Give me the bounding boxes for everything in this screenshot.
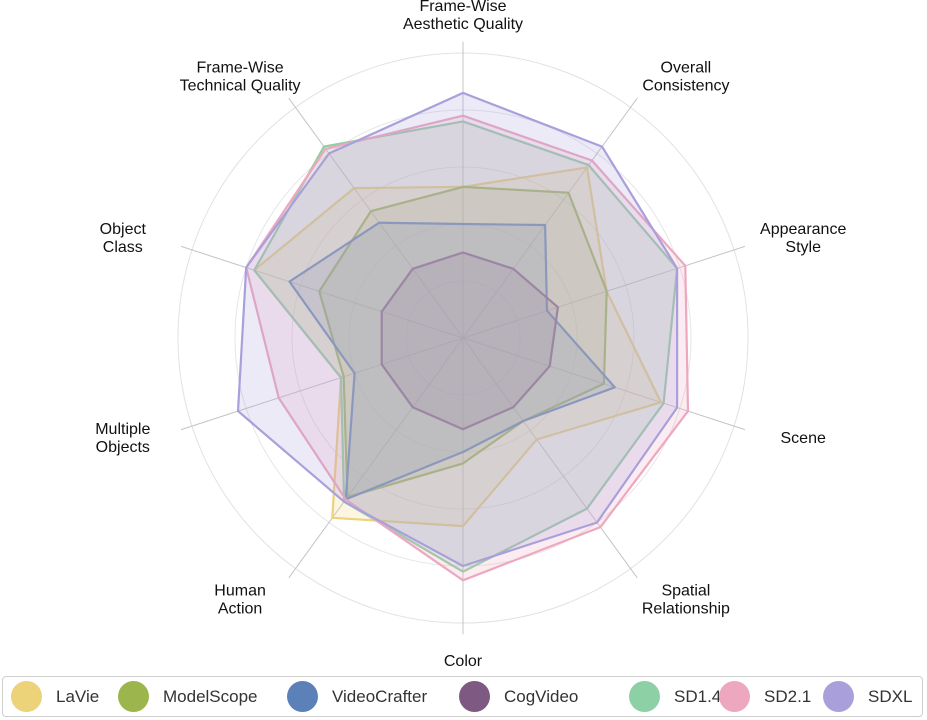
axis-spoke (462, 337, 638, 579)
legend-swatch (823, 681, 854, 712)
legend-swatch (459, 681, 490, 712)
legend-item: SD1.4 (629, 681, 721, 712)
axis-label: Appearance Style (760, 221, 846, 256)
legend-swatch (719, 681, 750, 712)
legend-label: CogVideo (504, 686, 579, 706)
axis-label: Frame-Wise Technical Quality (180, 60, 301, 95)
radar-chart: Frame-Wise Aesthetic Quality Overall Consis… (95, 0, 846, 670)
axis-label: Human Action (214, 582, 266, 617)
legend-item: CogVideo (459, 681, 578, 712)
axis-label: Overall Consistency (642, 60, 729, 95)
legend-item: VideoCrafter (287, 681, 427, 712)
legend-item: SDXL (823, 681, 912, 712)
series-modelscope (318, 185, 608, 499)
legend: LaVie ModelScope VideoCrafter CogVideo SD1.4… (2, 676, 923, 717)
axis-spoke (180, 245, 464, 339)
axis-spoke (462, 245, 746, 339)
axis-label: Color (444, 653, 483, 670)
axis-label: Scene (781, 430, 826, 447)
series-videocrafter (288, 221, 616, 501)
legend-label: LaVie (56, 686, 100, 706)
series-lavie (253, 166, 663, 528)
legend-label: SD2.1 (764, 686, 812, 706)
legend-swatch (11, 681, 42, 712)
legend-swatch (118, 681, 149, 712)
axis-spoke (180, 337, 464, 431)
series-cogvideo (380, 251, 560, 431)
axis-spoke (462, 97, 638, 339)
legend-item: ModelScope (118, 681, 258, 712)
legend-label: SD1.4 (674, 686, 722, 706)
series-sdxl (236, 91, 679, 568)
axis-label: Multiple Objects (95, 421, 150, 456)
axis-spoke (288, 337, 464, 579)
series-sd1-4 (253, 120, 679, 573)
axis-label: Frame-Wise Aesthetic Quality (403, 0, 523, 33)
axis-spoke (288, 97, 464, 339)
axis-label: Object Class (100, 221, 147, 256)
legend-item: LaVie (11, 681, 99, 712)
legend-item: SD2.1 (719, 681, 811, 712)
legend-swatch (287, 681, 318, 712)
legend-label: ModelScope (163, 686, 258, 706)
legend-label: SDXL (868, 686, 913, 706)
legend-label: VideoCrafter (332, 686, 428, 706)
legend-swatch (629, 681, 660, 712)
axis-label: Spatial Relationship (642, 582, 730, 617)
axis-labels: Frame-Wise Aesthetic Quality Overall Consis… (95, 0, 846, 670)
radar-series (236, 91, 690, 582)
